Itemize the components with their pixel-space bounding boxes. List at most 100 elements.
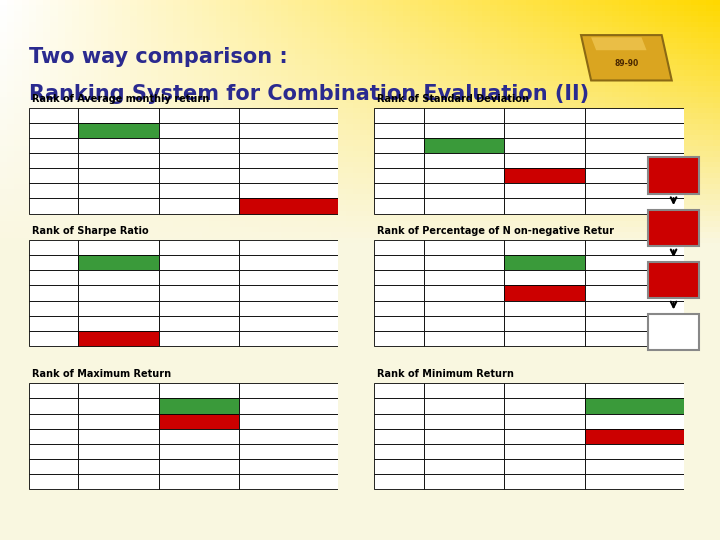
- Bar: [505, 429, 585, 444]
- Text: 2a: 2a: [394, 303, 405, 313]
- Bar: [159, 429, 239, 444]
- Bar: [424, 399, 505, 414]
- Text: 4: 4: [462, 288, 467, 298]
- Text: 16: 16: [459, 126, 470, 135]
- Text: 0: 0: [50, 258, 56, 267]
- Bar: [374, 286, 424, 301]
- Bar: [239, 459, 338, 474]
- Bar: [585, 123, 684, 138]
- Text: 1b: 1b: [48, 156, 59, 165]
- Text: 2b: 2b: [394, 319, 405, 328]
- Text: 13: 13: [283, 447, 295, 456]
- Text: 18: 18: [113, 258, 125, 267]
- Text: Combined: Combined: [609, 387, 660, 395]
- Text: 9: 9: [116, 288, 122, 298]
- Bar: [505, 138, 585, 153]
- Bar: [29, 429, 78, 444]
- Bar: [159, 444, 239, 459]
- Bar: [78, 414, 159, 429]
- Text: 8: 8: [116, 431, 122, 441]
- Text: 3: 3: [462, 477, 467, 486]
- Text: 1b: 1b: [393, 431, 405, 441]
- Text: 2b: 2b: [394, 462, 405, 471]
- Text: 1: 1: [542, 288, 547, 298]
- Text: 2: 2: [286, 141, 292, 150]
- Bar: [424, 414, 505, 429]
- Bar: [374, 168, 424, 184]
- Polygon shape: [591, 37, 647, 50]
- Bar: [505, 399, 585, 414]
- Bar: [159, 330, 239, 346]
- Text: 5: 5: [542, 319, 547, 328]
- Text: Country: Country: [444, 111, 485, 120]
- Text: 2a: 2a: [48, 303, 59, 313]
- Bar: [505, 414, 585, 429]
- Bar: [374, 459, 424, 474]
- Bar: [585, 168, 684, 184]
- Bar: [239, 399, 338, 414]
- Text: 17: 17: [113, 401, 125, 410]
- Bar: [29, 316, 78, 330]
- Bar: [505, 301, 585, 316]
- Text: Rank of Standard Deviation: Rank of Standard Deviation: [377, 93, 529, 104]
- Bar: [78, 168, 159, 184]
- Text: 2a: 2a: [394, 171, 405, 180]
- Text: 3: 3: [396, 477, 402, 486]
- Text: 18: 18: [113, 126, 125, 135]
- Text: 2b: 2b: [48, 186, 59, 195]
- Bar: [585, 316, 684, 330]
- Text: 8: 8: [631, 447, 638, 456]
- Bar: [424, 184, 505, 198]
- Bar: [424, 108, 505, 123]
- Bar: [78, 286, 159, 301]
- Text: 1a: 1a: [48, 416, 59, 426]
- Bar: [29, 240, 78, 255]
- Text: Rank of Maximum Return: Rank of Maximum Return: [32, 369, 171, 379]
- Bar: [505, 123, 585, 138]
- Bar: [505, 286, 585, 301]
- Bar: [585, 271, 684, 286]
- Text: 2b: 2b: [48, 462, 59, 471]
- Text: 0: 0: [396, 126, 402, 135]
- Text: 18: 18: [459, 141, 470, 150]
- Bar: [239, 330, 338, 346]
- Text: 10: 10: [629, 462, 641, 471]
- Bar: [78, 198, 159, 213]
- Bar: [78, 316, 159, 330]
- Bar: [29, 108, 78, 123]
- Text: 14: 14: [459, 334, 470, 343]
- Text: 0: 0: [396, 258, 402, 267]
- Text: 16: 16: [283, 401, 295, 410]
- Bar: [374, 399, 424, 414]
- Text: 5: 5: [631, 319, 638, 328]
- Bar: [159, 184, 239, 198]
- Text: 2a: 2a: [394, 447, 405, 456]
- Text: 10: 10: [539, 462, 550, 471]
- Bar: [374, 138, 424, 153]
- Bar: [374, 108, 424, 123]
- Text: 2a: 2a: [48, 447, 59, 456]
- Bar: [159, 255, 239, 271]
- Text: 9: 9: [462, 186, 467, 195]
- Bar: [505, 271, 585, 286]
- Bar: [374, 316, 424, 330]
- Bar: [29, 286, 78, 301]
- Text: 4: 4: [286, 156, 292, 165]
- Text: 8: 8: [542, 447, 547, 456]
- Text: 15: 15: [194, 273, 204, 282]
- Text: 15: 15: [113, 447, 125, 456]
- Text: 4: 4: [462, 462, 467, 471]
- Bar: [424, 429, 505, 444]
- Bar: [505, 444, 585, 459]
- Bar: [374, 429, 424, 444]
- Text: Combined: Combined: [264, 244, 314, 252]
- Bar: [505, 240, 585, 255]
- Text: 1: 1: [286, 201, 292, 211]
- Text: 13: 13: [459, 156, 470, 165]
- Text: Ranking System for Combination Evaluation (II): Ranking System for Combination Evaluatio…: [29, 84, 589, 105]
- Bar: [78, 330, 159, 346]
- Text: 3: 3: [286, 319, 292, 328]
- Text: Sector: Sector: [183, 244, 215, 252]
- Text: 13: 13: [539, 416, 550, 426]
- Text: 3: 3: [50, 334, 56, 343]
